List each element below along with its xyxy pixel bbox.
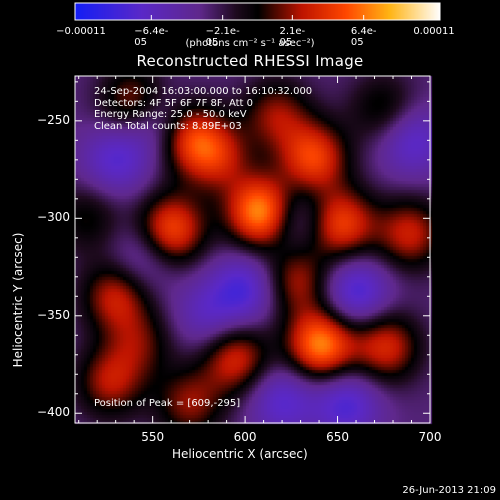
colorbar-units: (photons cm⁻² s⁻¹ asec⁻²) [185, 38, 315, 49]
x-tick-label: 550 [141, 430, 165, 444]
colorbar-tick-label: 2.1e-05 [279, 26, 306, 48]
colorbar-tick-label: −2.1e-05 [205, 26, 240, 48]
y-tick-label: −350 [37, 307, 70, 322]
chart-title: Reconstructed RHESSI Image [136, 52, 364, 70]
annotation-peak: Position of Peak = [609,-295] [94, 398, 241, 409]
annotation-clean: Clean Total counts: 8.89E+03 [94, 120, 242, 132]
x-tick-label: 700 [418, 430, 442, 444]
y-tick-label: −300 [37, 210, 70, 225]
x-axis-label: Heliocentric X (arcsec) [172, 447, 308, 461]
colorbar-tick-label: −6.4e-05 [134, 26, 169, 48]
colorbar-tick-label: 0.00011 [413, 26, 455, 37]
colorbar-frame [74, 2, 441, 21]
y-tick-label: −400 [37, 405, 70, 420]
annotation-block: 24-Sep-2004 16:03:00.000 to 16:10:32.000… [94, 86, 312, 132]
annotation-time: 24-Sep-2004 16:03:00.000 to 16:10:32.000 [94, 86, 313, 97]
y-axis-label: Heliocentric Y (arcsec) [11, 232, 25, 368]
x-tick-label: 650 [326, 430, 349, 444]
footer-timestamp: 26-Jun-2013 21:09 [402, 485, 496, 496]
y-tick-label: −250 [37, 112, 70, 127]
annotation-detectors: Detectors: 4F 5F 6F 7F 8F, Att 0 [94, 97, 254, 109]
colorbar-tick-label: 6.4e-05 [350, 26, 377, 48]
annotation-energy: Energy Range: 25.0 - 50.0 keV [94, 109, 247, 120]
plot-frame [74, 75, 431, 424]
x-tick-label: 600 [233, 430, 257, 444]
colorbar-tick-label: −0.00011 [56, 26, 106, 37]
